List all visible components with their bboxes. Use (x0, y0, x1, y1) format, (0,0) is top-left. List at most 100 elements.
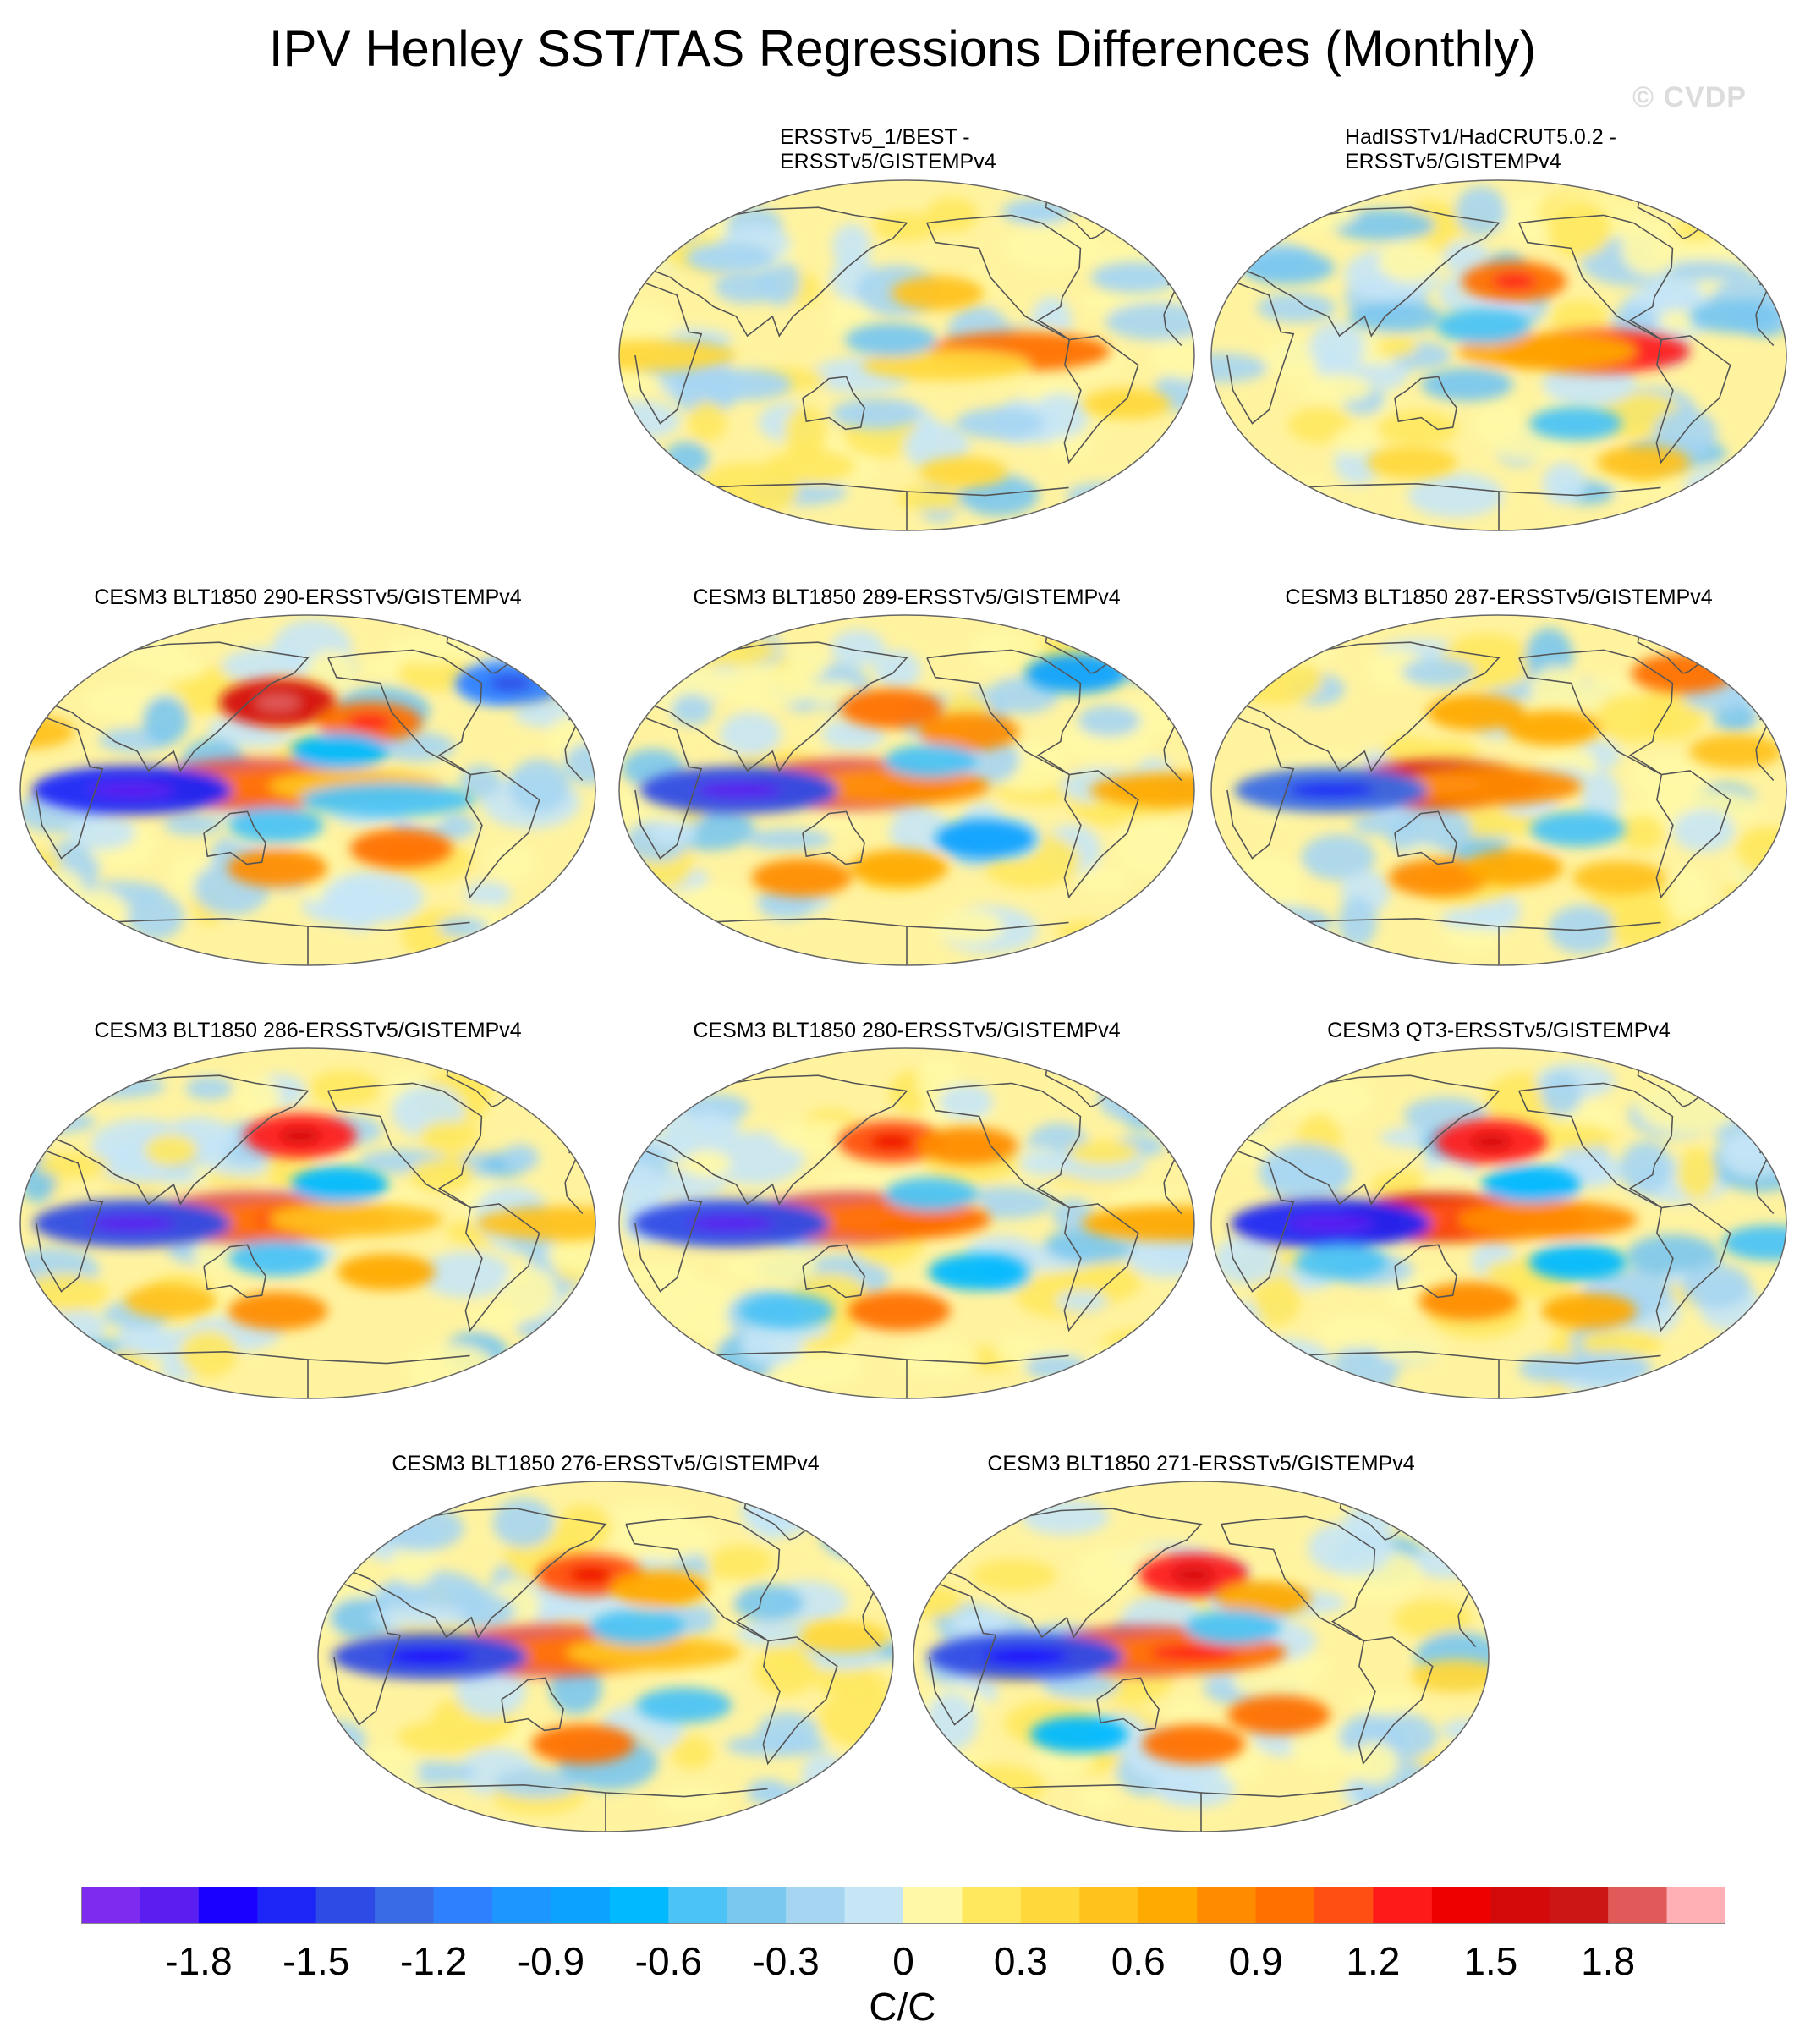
field-blob (1455, 186, 1506, 236)
antarctica-coastline (307, 1354, 470, 1365)
antarctica-coastline (959, 1783, 1202, 1832)
panel-title-line: CESM3 BLT1850 271-ERSSTv5/GISTEMPv4 (987, 1452, 1415, 1475)
eurasia-coastline (640, 1074, 908, 1206)
field-blob (20, 866, 85, 909)
field-blob (1238, 1072, 1302, 1102)
map-panel: CESM3 BLT1850 271-ERSSTv5/GISTEMPv4 (905, 1452, 1497, 1863)
africa-coastline (1163, 749, 1182, 782)
field-blob (557, 1504, 611, 1552)
field-blob (234, 1076, 281, 1118)
field-blob (502, 1144, 540, 1172)
australia-coastline (203, 810, 266, 865)
field-blob (407, 1343, 496, 1393)
anomaly-feature (861, 349, 1032, 381)
field-blob (127, 893, 184, 940)
anomaly-core (1171, 1567, 1215, 1583)
field-blob (898, 1339, 979, 1378)
anomaly-core (1149, 1645, 1237, 1661)
anomaly-feature (1541, 1293, 1637, 1329)
antarctica-coastline (1257, 917, 1500, 965)
panel-title: CESM3 BLT1850 276-ERSSTv5/GISTEMPv4 (310, 1452, 902, 1476)
map-plot (19, 614, 596, 966)
field-blob (1378, 240, 1441, 283)
field-blob (420, 1251, 513, 1299)
field-blob (620, 1262, 698, 1288)
field-blob (657, 1785, 727, 1815)
field-blob (1594, 693, 1673, 743)
australia-coastline (1394, 376, 1457, 431)
field-blob (671, 1735, 714, 1770)
south-america-coastline (762, 1636, 838, 1766)
anomaly-core (387, 1649, 474, 1664)
field-blob (674, 884, 755, 933)
map-plot (1210, 614, 1787, 966)
field-blob (619, 304, 678, 349)
field-blob (740, 1320, 803, 1366)
anomaly-feature (1388, 859, 1490, 897)
field-blob (1113, 819, 1194, 877)
map-frame (618, 179, 1195, 531)
africa-coastline (333, 1584, 402, 1726)
anomaly-feature (1243, 250, 1335, 285)
south-america-coastline (464, 1203, 540, 1332)
field-blob (1407, 472, 1504, 518)
map-panel: CESM3 BLT1850 290-ERSSTv5/GISTEMPv4 (12, 585, 604, 997)
colorbar-box (1608, 1887, 1668, 1924)
africa-coastline (564, 749, 584, 782)
field-blob (1393, 1599, 1472, 1639)
anomaly-feature (1528, 1244, 1627, 1281)
panel-title-line: ERSSTv5_1/BEST - (780, 125, 970, 149)
map-panel: ERSSTv5_1/BEST - ERSSTv5/GISTEMPv4 (611, 125, 1203, 536)
africa-coastline (1163, 314, 1182, 347)
panel-title-line: HadISSTv1/HadCRUT5.0.2 - (1345, 125, 1616, 149)
anomaly-core (568, 1567, 612, 1583)
field-blob (1024, 1354, 1089, 1380)
colorbar-tick-label: 0.3 (994, 1939, 1048, 1980)
africa-coastline (1163, 1182, 1182, 1215)
field-blob (66, 815, 136, 850)
anomaly-core (255, 695, 300, 711)
field-blob (1299, 374, 1373, 404)
north-america-coastline (1518, 1082, 1674, 1209)
antarctica-coastline (307, 921, 470, 931)
australia-coastline (1394, 810, 1457, 865)
field-blob (831, 629, 886, 668)
field-blob (939, 1084, 994, 1120)
anomaly-feature (935, 820, 1035, 858)
field-blob (65, 1074, 166, 1099)
field-blob (1683, 469, 1764, 500)
anomaly-feature (1721, 1225, 1786, 1261)
colorbar-box (1373, 1887, 1433, 1924)
field-blob (934, 909, 1004, 944)
field-blob (925, 197, 979, 233)
field-blob (1541, 1070, 1583, 1117)
map-frame (19, 1047, 596, 1399)
anomaly-feature (1529, 406, 1623, 441)
africa-coastline (862, 1615, 881, 1648)
map-plot (1210, 179, 1787, 531)
field-blob (612, 1517, 714, 1560)
field-blob (462, 1595, 515, 1630)
eurasia-coastline (339, 1508, 607, 1639)
anomaly-core (695, 783, 782, 798)
field-blob (678, 633, 777, 667)
map-field (619, 180, 1194, 530)
anomaly-feature (831, 398, 920, 430)
anomaly-feature (1597, 445, 1691, 480)
panel-title-line: CESM3 BLT1850 286-ERSSTv5/GISTEMPv4 (94, 1019, 522, 1042)
anomaly-feature (1227, 1695, 1330, 1735)
field-blob (1256, 293, 1336, 323)
panel-title: CESM3 BLT1850 271-ERSSTv5/GISTEMPv4 (905, 1452, 1497, 1476)
field-blob (1473, 400, 1525, 445)
field-blob (1050, 435, 1094, 456)
field-blob (1416, 739, 1479, 766)
anomaly-core (1492, 273, 1536, 289)
panel-title: CESM3 QT3-ERSSTv5/GISTEMPv4 (1203, 1019, 1795, 1043)
antarctica-coastline (665, 917, 908, 965)
field-blob (1105, 302, 1194, 341)
antarctica-coastline (364, 1783, 606, 1832)
field-blob (507, 759, 570, 814)
anomaly-feature (919, 456, 1008, 488)
colorbar-box (609, 1887, 669, 1924)
anomaly-feature (1435, 308, 1531, 344)
